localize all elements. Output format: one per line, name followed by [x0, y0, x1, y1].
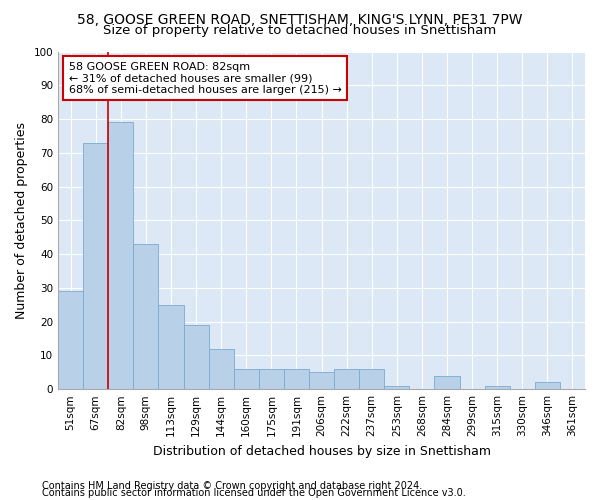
Bar: [259, 369, 284, 389]
Bar: [535, 382, 560, 389]
Bar: [359, 369, 384, 389]
Bar: [58, 292, 83, 389]
Text: 58, GOOSE GREEN ROAD, SNETTISHAM, KING'S LYNN, PE31 7PW: 58, GOOSE GREEN ROAD, SNETTISHAM, KING'S…: [77, 12, 523, 26]
Bar: [83, 142, 108, 389]
Bar: [184, 325, 209, 389]
Bar: [309, 372, 334, 389]
Bar: [284, 369, 309, 389]
Bar: [233, 369, 259, 389]
Bar: [209, 348, 233, 389]
Bar: [384, 386, 409, 389]
X-axis label: Distribution of detached houses by size in Snettisham: Distribution of detached houses by size …: [152, 444, 491, 458]
Text: Contains HM Land Registry data © Crown copyright and database right 2024.: Contains HM Land Registry data © Crown c…: [42, 481, 422, 491]
Text: Size of property relative to detached houses in Snettisham: Size of property relative to detached ho…: [103, 24, 497, 37]
Bar: [334, 369, 359, 389]
Bar: [108, 122, 133, 389]
Bar: [434, 376, 460, 389]
Bar: [133, 244, 158, 389]
Y-axis label: Number of detached properties: Number of detached properties: [15, 122, 28, 319]
Bar: [485, 386, 510, 389]
Text: 58 GOOSE GREEN ROAD: 82sqm
← 31% of detached houses are smaller (99)
68% of semi: 58 GOOSE GREEN ROAD: 82sqm ← 31% of deta…: [68, 62, 341, 95]
Text: Contains public sector information licensed under the Open Government Licence v3: Contains public sector information licen…: [42, 488, 466, 498]
Bar: [158, 305, 184, 389]
